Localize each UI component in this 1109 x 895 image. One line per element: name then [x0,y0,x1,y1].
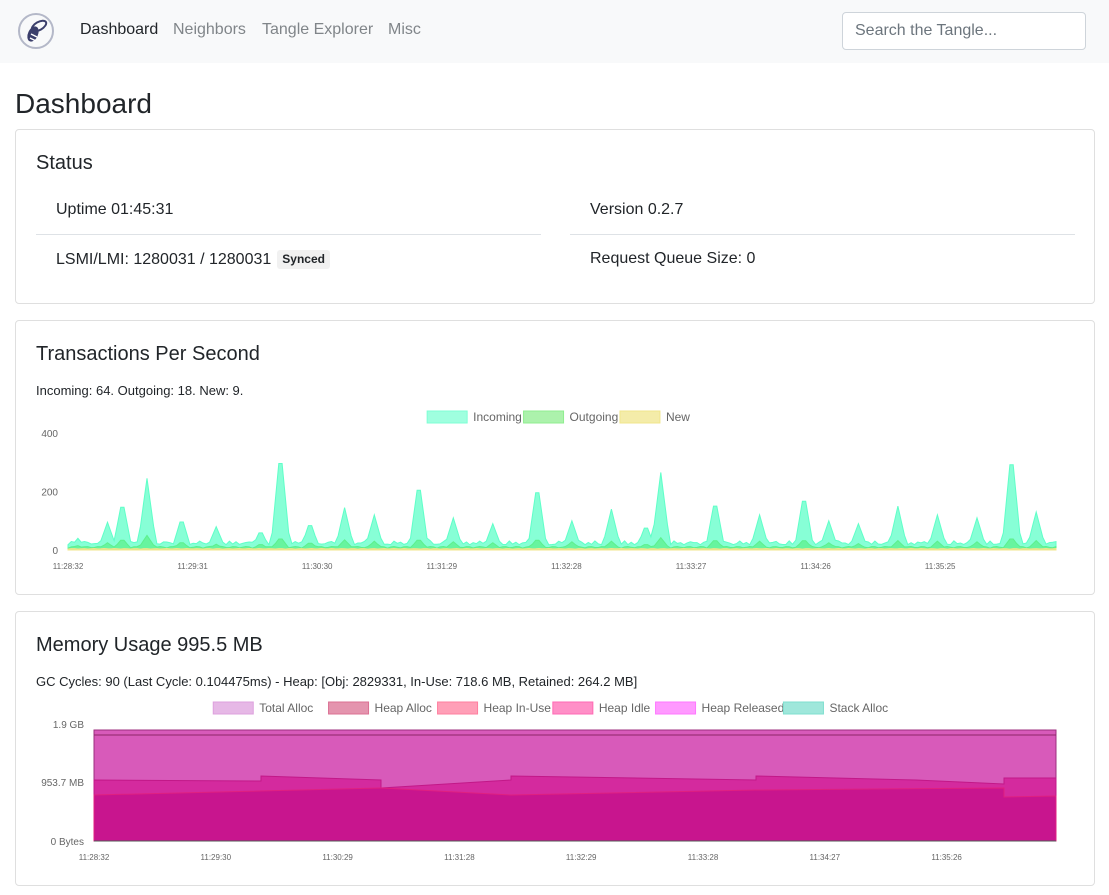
tps-y-tick-2: 0 [52,546,58,557]
legend-label-2: Heap In-Use [484,701,552,715]
status-card: Status Uptime 01:45:31 Version 0.2.7 LSM… [15,129,1095,304]
tps-x-tick-5: 11:33:27 [676,562,707,571]
mem-y-tick-0: 1.9 GB [53,720,84,731]
request-queue-value: Request Queue Size: 0 [590,250,756,267]
lsmi-row: LSMI/LMI: 1280031 / 1280031 Synced [56,250,330,269]
page-title: Dashboard [15,88,152,119]
legend-swatch-4 [655,701,697,715]
tps-x-tick-2: 11:30:30 [302,562,333,571]
legend-label-5: Stack Alloc [829,701,888,715]
hornet-logo-icon[interactable] [17,12,55,50]
nav-tangle-explorer[interactable]: Tangle Explorer [262,21,374,38]
legend-swatch-0 [212,701,254,715]
mem-y-tick-2: 0 Bytes [51,837,84,848]
memory-card: Memory Usage 995.5 MB GC Cycles: 90 (Las… [15,611,1095,886]
series-incoming [67,463,1057,551]
legend-swatch-3 [552,701,594,715]
tps-x-tick-1: 11:29:31 [177,562,208,571]
tps-x-tick-3: 11:31:29 [427,562,458,571]
legend-label-4: Heap Released [702,701,785,715]
nav-misc[interactable]: Misc [388,21,421,38]
tps-summary: Incoming: 64. Outgoing: 18. New: 9. [36,383,244,398]
uptime-value: Uptime 01:45:31 [56,201,174,218]
tps-title: Transactions Per Second [36,343,260,365]
search-input[interactable] [842,12,1086,50]
memory-title: Memory Usage 995.5 MB [36,634,263,656]
legend-label-0: Incoming [473,410,522,424]
status-divider-right [570,234,1075,235]
legend-swatch-2 [437,701,479,715]
legend-swatch-1 [523,410,565,424]
legend-label-3: Heap Idle [599,701,651,715]
tps-x-tick-4: 11:32:28 [551,562,582,571]
tps-x-tick-6: 11:34:26 [800,562,831,571]
legend-label-1: Heap Alloc [375,701,432,715]
series-new [67,547,1057,551]
mem-x-tick-1: 11:29:30 [201,853,232,862]
mem-x-tick-7: 11:35:26 [931,853,962,862]
status-divider-left [36,234,541,235]
nav-neighbors[interactable]: Neighbors [173,21,246,38]
mem-y-tick-1: 953.7 MB [41,778,84,789]
legend-label-0: Total Alloc [259,701,313,715]
legend-swatch-2 [619,410,661,424]
lsmi-value: LSMI/LMI: 1280031 / 1280031 [56,251,272,268]
tps-y-tick-1: 200 [41,488,58,499]
synced-badge: Synced [277,250,330,269]
tps-chart: Incoming Outgoing New 400 200 0 11:28:32 11:29:… [41,410,1057,571]
version-value: Version 0.2.7 [590,201,684,218]
legend-swatch-5 [782,701,824,715]
status-title: Status [36,152,93,174]
tps-card: Transactions Per Second Incoming: 64. Ou… [15,320,1095,595]
legend-swatch-1 [328,701,370,715]
mem-x-tick-2: 11:30:29 [322,853,353,862]
series-outgoing [67,534,1057,551]
tps-x-tick-0: 11:28:32 [53,562,84,571]
nav-dashboard[interactable]: Dashboard [80,21,159,38]
mem-x-tick-0: 11:28:32 [79,853,110,862]
legend-swatch-0 [426,410,468,424]
memory-summary: GC Cycles: 90 (Last Cycle: 0.104475ms) -… [36,674,638,689]
tps-x-tick-7: 11:35:25 [925,562,956,571]
mem-x-tick-5: 11:33:28 [688,853,719,862]
memory-chart: Total Alloc Heap Alloc Heap In-Use Heap Idl… [41,701,1057,862]
mem-x-tick-3: 11:31:28 [444,853,475,862]
mem-x-tick-4: 11:32:29 [566,853,597,862]
navbar: Dashboard Neighbors Tangle Explorer Misc [0,0,1109,63]
legend-label-2: New [666,410,690,424]
legend-label-1: Outgoing [570,410,619,424]
tps-y-tick-0: 400 [41,429,58,440]
mem-x-tick-6: 11:34:27 [810,853,841,862]
series-heap-in-use [93,787,1057,842]
